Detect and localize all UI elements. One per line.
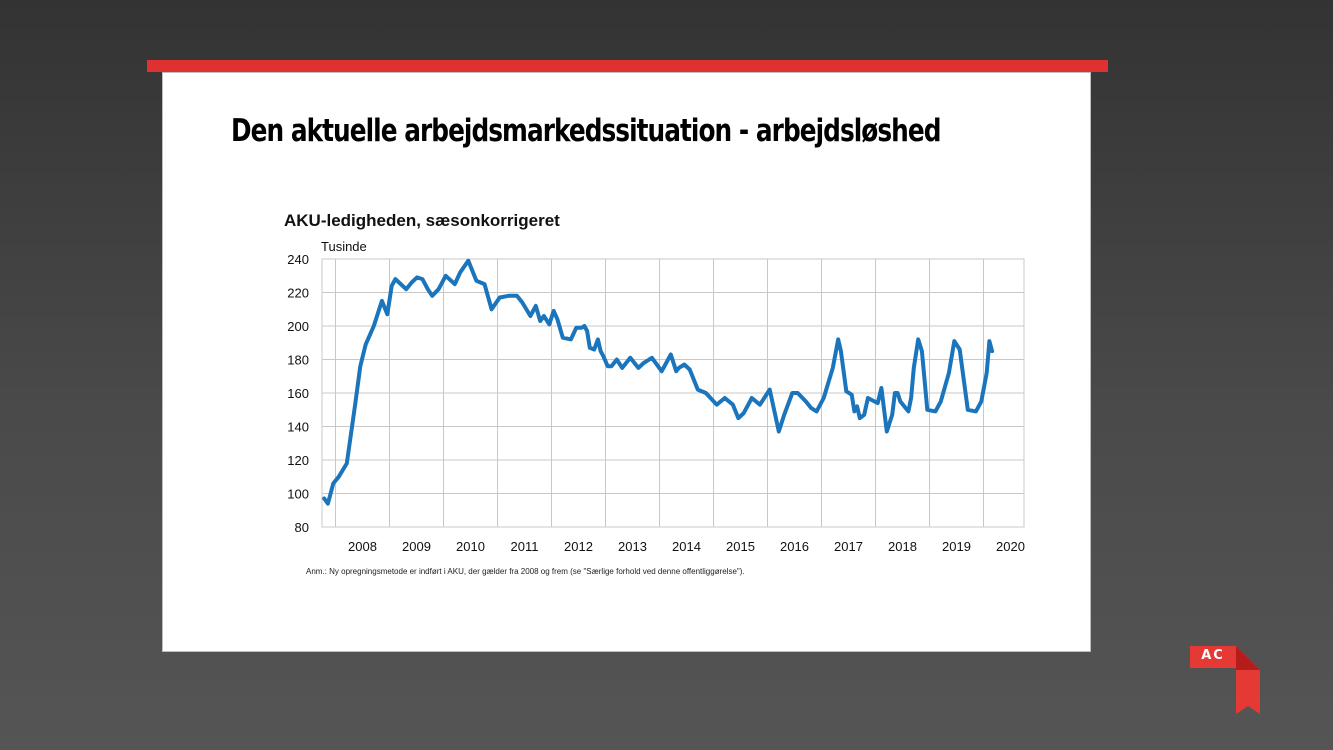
x-tick-label: 2008 [348,539,377,554]
y-tick-label: 120 [287,453,309,468]
x-tick-label: 2013 [618,539,647,554]
unemployment-chart: Tusinde 80 100 120 140 160 180 200 220 240 2008 20… [287,239,1025,554]
x-tick-label: 2020 [996,539,1025,554]
y-tick-label: 200 [287,319,309,334]
x-tick-label: 2019 [942,539,971,554]
x-tick-label: 2010 [456,539,485,554]
y-tick-label: 180 [287,353,309,368]
y-tick-label: 80 [295,520,309,535]
ac-logo-text: AC [1201,648,1225,663]
ac-logo [1190,646,1260,714]
x-tick-label: 2009 [402,539,431,554]
plot-frame [321,258,1025,528]
chart-footnote: Anm.: Ny opregningsmetode er indført i A… [306,567,745,576]
y-axis-unit-label: Tusinde [321,239,367,254]
x-tick-label: 2011 [511,539,539,554]
slide-title: Den aktuelle arbejdsmarkedssituation - a… [231,113,941,149]
x-tick-label: 2014 [672,539,701,554]
y-tick-label: 160 [287,386,309,401]
x-tick-label: 2012 [564,539,593,554]
x-tick-label: 2018 [888,539,917,554]
x-tick-label: 2015 [726,539,755,554]
y-tick-label: 100 [287,487,309,502]
x-tick-label: 2017 [834,539,863,554]
y-tick-label: 140 [287,420,309,435]
y-tick-label: 240 [287,252,309,267]
x-tick-label: 2016 [780,539,809,554]
slide-accent-bar [147,60,1108,72]
y-tick-label: 220 [287,286,309,301]
series-line [322,258,995,506]
slide-card: Den aktuelle arbejdsmarkedssituation - a… [162,72,1091,652]
chart-title: AKU-ledigheden, sæsonkorrigeret [284,211,560,230]
